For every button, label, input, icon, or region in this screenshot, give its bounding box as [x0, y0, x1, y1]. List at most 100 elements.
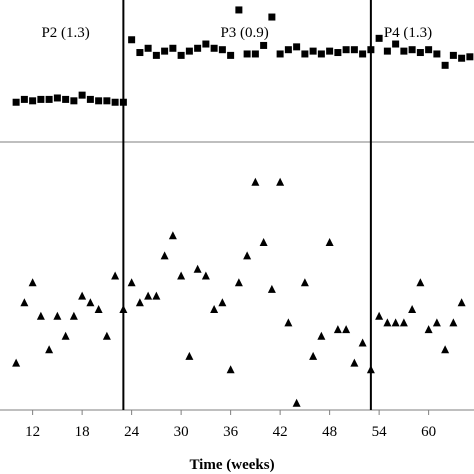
x-tick-label: 24 [124, 424, 140, 440]
triangle-point [342, 325, 351, 334]
triangle-point [218, 298, 227, 307]
square-point [392, 40, 400, 48]
square-point [177, 51, 185, 59]
square-point [119, 98, 127, 106]
square-point [400, 47, 408, 55]
triangle-point [267, 284, 276, 293]
square-point [111, 98, 119, 106]
x-tick-label: 60 [421, 424, 436, 440]
triangle-point [366, 365, 375, 374]
triangle-point [94, 305, 103, 313]
square-point [359, 50, 367, 58]
triangle-point [391, 318, 400, 327]
x-axis-title: Time (weeks) [189, 457, 274, 473]
x-tick-label: 54 [372, 424, 388, 440]
triangle-point [350, 358, 359, 367]
phase-labels: P2 (1.3) P3 (0.9) P4 (1.3) [41, 25, 432, 41]
square-point [276, 50, 284, 58]
square-point [227, 51, 235, 59]
triangle-point [358, 338, 367, 347]
triangle-point [53, 311, 62, 320]
square-point [144, 44, 152, 52]
triangle-point [251, 177, 260, 186]
square-point [78, 91, 86, 99]
triangle-point [152, 291, 161, 300]
square-point [449, 51, 457, 59]
triangle-point [243, 251, 252, 260]
square-point [260, 41, 268, 49]
square-point [202, 40, 210, 48]
square-point [161, 47, 169, 55]
square-point [136, 49, 144, 57]
triangle-point [12, 358, 21, 367]
square-point [342, 46, 350, 54]
triangle-point [408, 305, 417, 313]
square-point [466, 53, 474, 61]
square-point [210, 44, 218, 52]
triangle-point [177, 271, 186, 280]
x-tick-label: 30 [174, 424, 189, 440]
phase-label: P2 (1.3) [41, 25, 89, 41]
triangle-point [78, 291, 87, 300]
triangle-point [119, 305, 128, 313]
triangle-point [276, 177, 285, 186]
x-tick-label: 48 [322, 424, 337, 440]
x-axis: 12 18 24 30 36 42 48 54 60 [25, 410, 436, 440]
triangle-point [28, 278, 37, 287]
triangle-point [457, 298, 466, 307]
phase-label: P3 (0.9) [220, 25, 268, 41]
square-point [86, 95, 94, 103]
square-point [425, 46, 433, 54]
triangle-point [111, 271, 120, 280]
triangle-point [185, 351, 194, 360]
triangle-point [102, 331, 111, 340]
square-point [45, 95, 53, 103]
x-tick-label: 42 [273, 424, 288, 440]
square-point [169, 44, 177, 52]
triangle-point [144, 291, 153, 300]
square-point [433, 50, 441, 58]
square-point [309, 47, 317, 55]
triangle-point [86, 298, 95, 307]
square-point [218, 46, 226, 54]
triangle-point [284, 318, 293, 327]
square-point [268, 13, 276, 21]
triangle-point [193, 264, 202, 273]
square-series [12, 6, 474, 106]
square-point [441, 61, 449, 69]
triangle-point [45, 345, 54, 354]
triangle-series [12, 177, 466, 407]
triangle-point [432, 318, 441, 327]
triangle-point [201, 271, 210, 280]
square-point [70, 97, 78, 105]
square-point [367, 46, 375, 54]
phase-boundaries [122, 0, 372, 410]
triangle-point [69, 311, 78, 320]
x-tick-label: 18 [75, 424, 90, 440]
square-point [37, 95, 45, 103]
x-tick-label: 12 [25, 424, 40, 440]
square-point [301, 50, 309, 58]
triangle-point [383, 318, 392, 327]
square-point [334, 49, 342, 57]
square-point [185, 47, 193, 55]
triangle-point [416, 278, 425, 287]
x-tick-label: 36 [223, 424, 239, 440]
square-point [62, 95, 70, 103]
square-point [152, 51, 160, 59]
square-point [284, 46, 292, 54]
square-point [458, 54, 466, 62]
square-point [235, 6, 243, 14]
triangle-point [300, 278, 309, 287]
square-point [350, 46, 358, 54]
triangle-point [399, 318, 408, 327]
square-point [375, 34, 383, 42]
triangle-point [292, 398, 301, 407]
triangle-point [333, 325, 342, 334]
square-point [128, 36, 136, 44]
square-point [194, 44, 202, 52]
triangle-point [309, 351, 318, 360]
square-point [293, 43, 301, 51]
triangle-point [210, 305, 219, 313]
triangle-point [317, 331, 326, 340]
